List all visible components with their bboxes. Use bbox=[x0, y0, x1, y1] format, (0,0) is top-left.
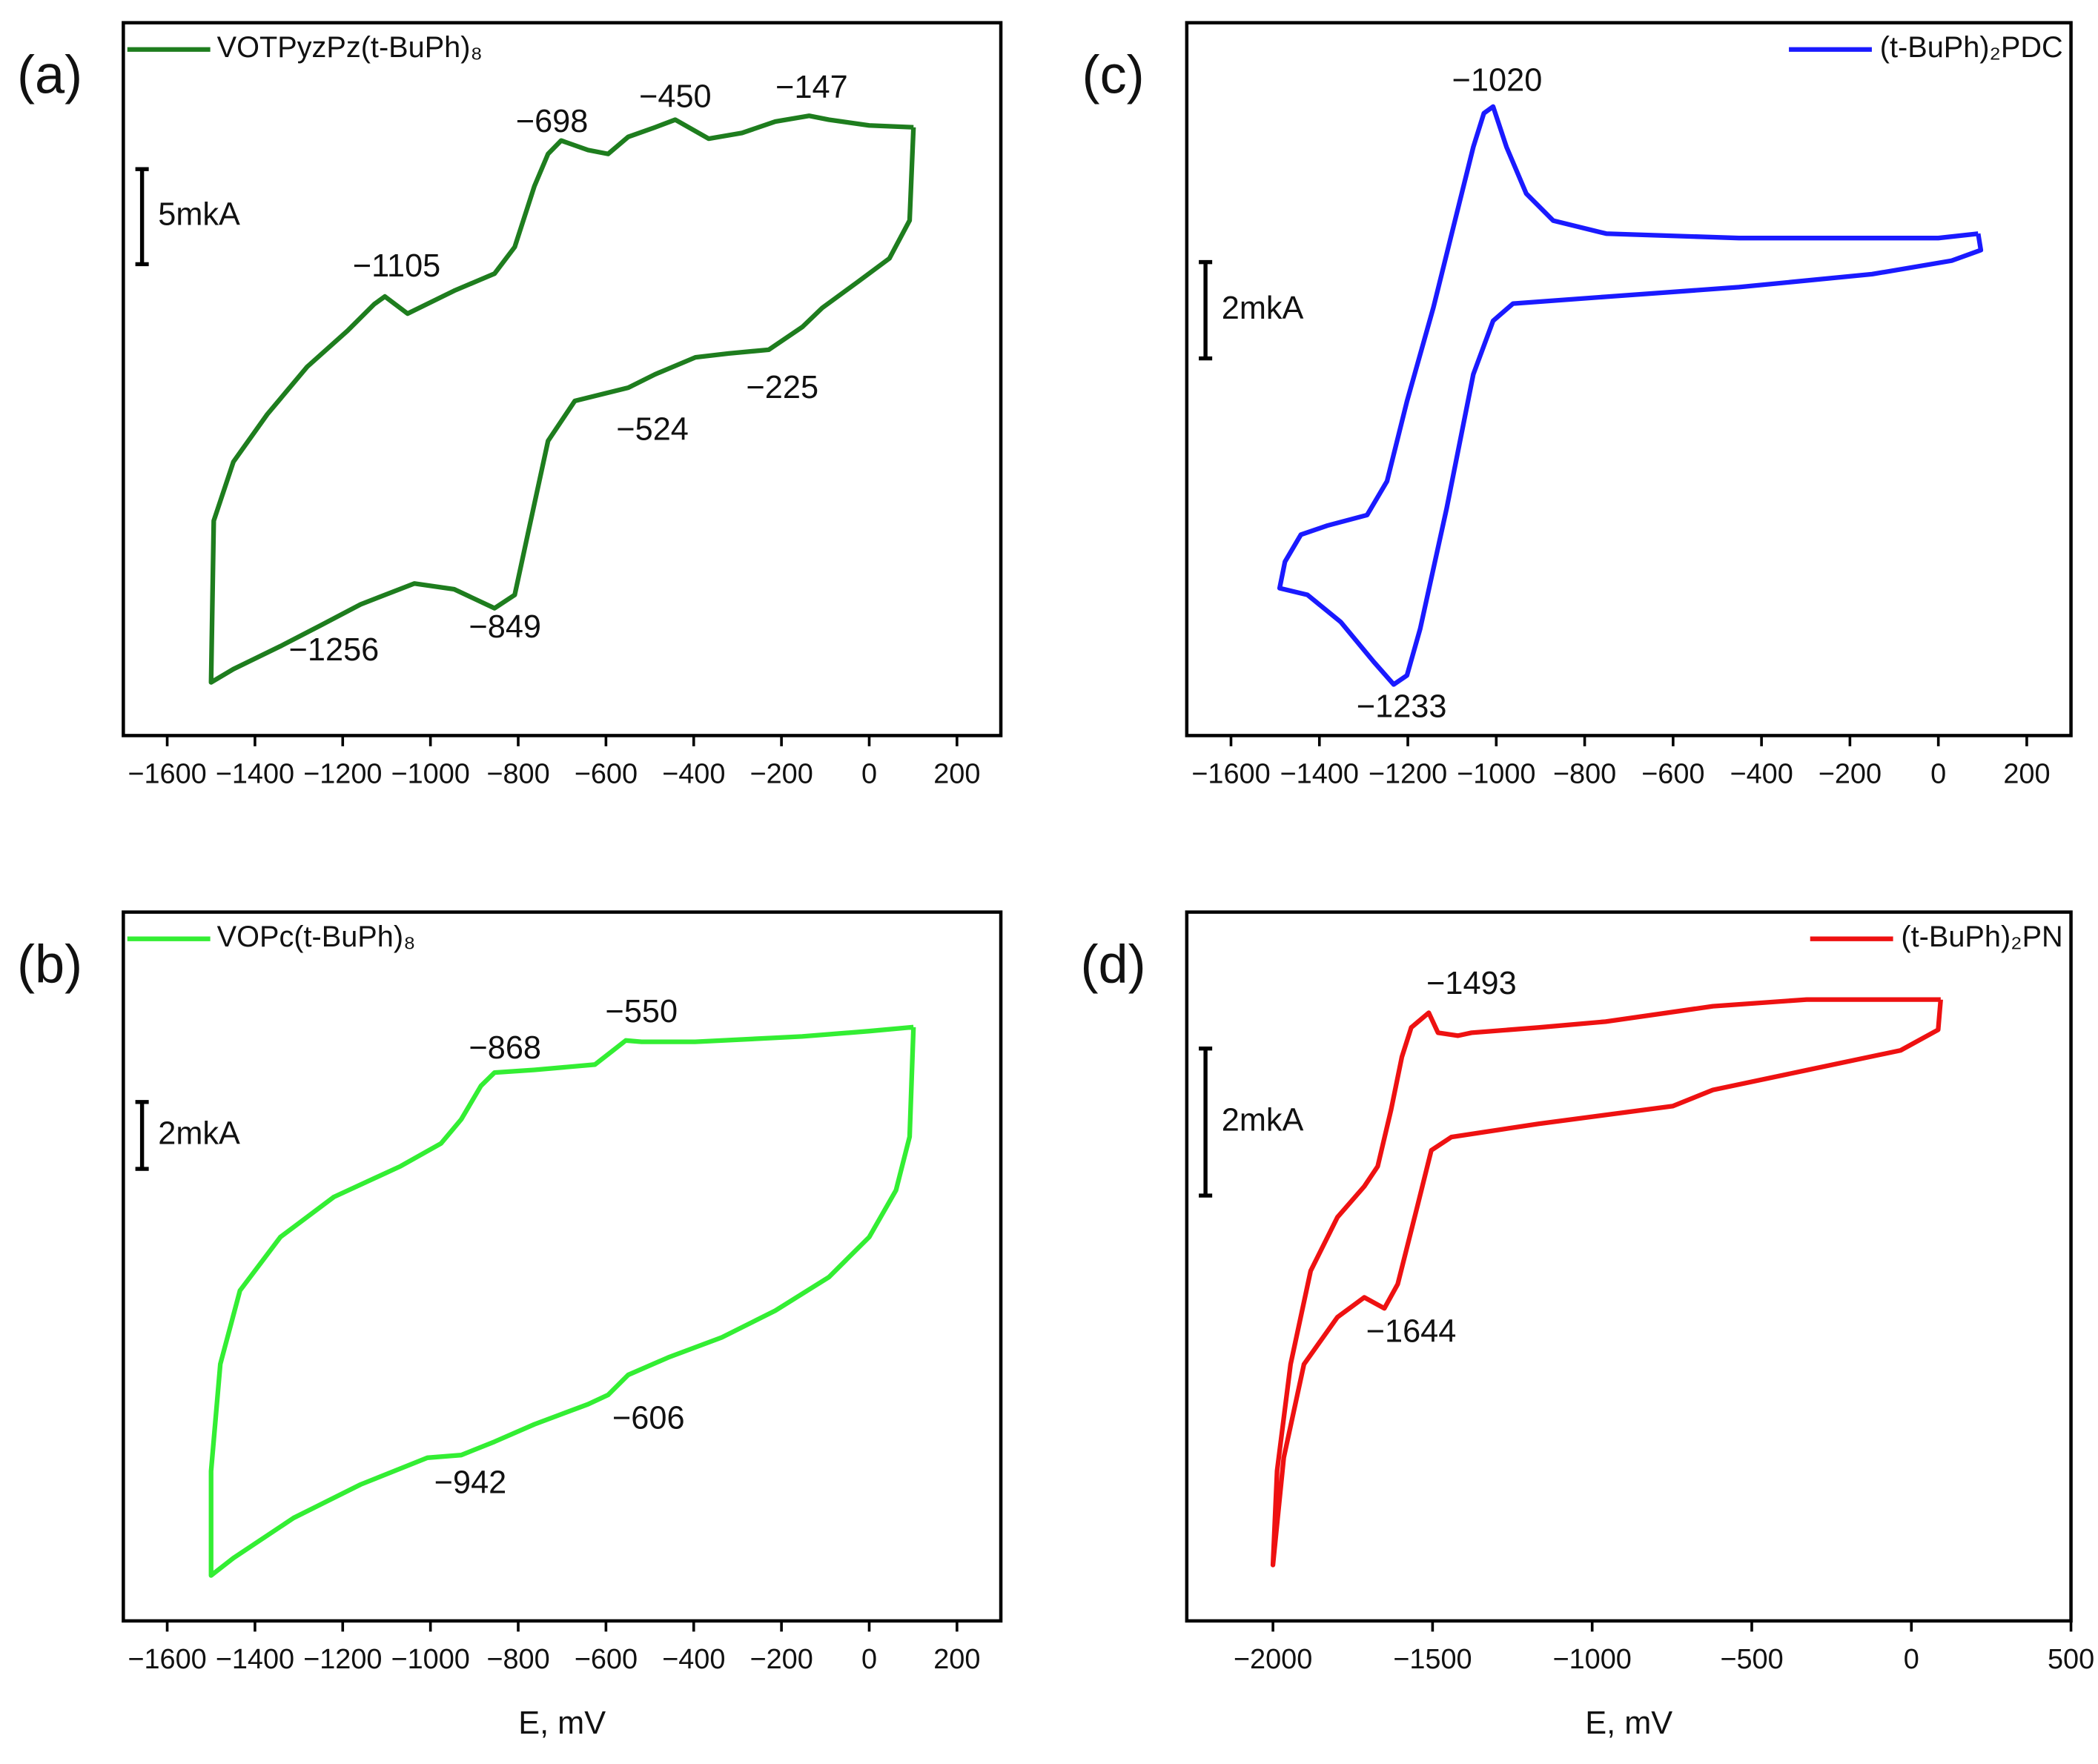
x-tick-label: −1000 bbox=[1552, 1644, 1631, 1675]
scale-bar-label: 2mkA bbox=[1222, 1102, 1304, 1138]
x-axis-label: E, mV bbox=[518, 1705, 606, 1741]
peak-annotation: −1233 bbox=[1357, 689, 1447, 724]
peak-annotation: −1493 bbox=[1426, 966, 1517, 1001]
x-tick-label: −1600 bbox=[128, 1644, 206, 1675]
peak-annotation: −450 bbox=[639, 79, 712, 115]
scale-bar-label: 2mkA bbox=[158, 1115, 240, 1151]
x-tick-label: −1400 bbox=[1280, 759, 1359, 790]
peak-annotation: −1105 bbox=[353, 248, 440, 284]
x-tick-label: −800 bbox=[486, 1644, 549, 1675]
panel-label: (c) bbox=[1082, 46, 1145, 105]
peak-annotation: −1256 bbox=[289, 632, 380, 668]
x-tick-label: −600 bbox=[1641, 759, 1704, 790]
x-tick-label: −400 bbox=[1730, 759, 1793, 790]
peak-annotation: −225 bbox=[747, 370, 819, 405]
x-tick-label: 0 bbox=[861, 759, 877, 790]
x-tick-label: −200 bbox=[1819, 759, 1882, 790]
peak-annotation: −849 bbox=[469, 609, 541, 645]
x-tick-label: −1500 bbox=[1393, 1644, 1472, 1675]
x-tick-label: −400 bbox=[662, 759, 725, 790]
legend-label: VOTPyzPz(t-BuPh)₈ bbox=[217, 31, 483, 64]
cv-curve bbox=[1270, 997, 1943, 1568]
x-tick-label: −500 bbox=[1720, 1644, 1783, 1675]
x-tick-label: −1400 bbox=[216, 1644, 294, 1675]
peak-annotation: −1020 bbox=[1452, 63, 1543, 99]
peak-annotation: −606 bbox=[612, 1401, 685, 1436]
cv-curve bbox=[208, 1024, 916, 1578]
cv-curve bbox=[208, 113, 916, 685]
cv-curve bbox=[1277, 104, 1984, 687]
x-tick-label: 0 bbox=[861, 1644, 877, 1675]
peak-annotation: −942 bbox=[434, 1465, 507, 1500]
x-tick-label: −2000 bbox=[1234, 1644, 1312, 1675]
x-tick-label: −200 bbox=[749, 1644, 813, 1675]
x-tick-label: −1000 bbox=[391, 1644, 469, 1675]
x-tick-label: −1600 bbox=[1191, 759, 1270, 790]
scale-bar-label: 5mkA bbox=[158, 197, 240, 233]
x-tick-label: −600 bbox=[575, 1644, 638, 1675]
plot-frame bbox=[122, 21, 1003, 737]
x-tick-label: 500 bbox=[2048, 1644, 2094, 1675]
plot-frame bbox=[1185, 21, 2073, 737]
plot-frame bbox=[122, 910, 1003, 1623]
x-tick-label: −1200 bbox=[1369, 759, 1447, 790]
legend-label: VOPc(t-BuPh)₈ bbox=[217, 921, 416, 953]
legend-label: (t-BuPh)₂PDC bbox=[1880, 31, 2063, 64]
peak-annotation: −524 bbox=[616, 412, 689, 448]
x-tick-label: −600 bbox=[575, 759, 638, 790]
x-tick-label: −1600 bbox=[128, 759, 206, 790]
x-tick-label: 0 bbox=[1904, 1644, 1919, 1675]
panel-label: (b) bbox=[17, 935, 82, 994]
x-tick-label: −800 bbox=[1553, 759, 1616, 790]
x-tick-label: −1000 bbox=[391, 759, 469, 790]
plot-frame bbox=[1185, 910, 2073, 1623]
legend-label: (t-BuPh)₂PN bbox=[1901, 921, 2062, 953]
peak-annotation: −868 bbox=[469, 1030, 541, 1066]
peak-annotation: −1644 bbox=[1366, 1313, 1457, 1349]
panel-label: (d) bbox=[1081, 935, 1146, 994]
x-tick-label: 200 bbox=[2003, 759, 2050, 790]
x-tick-label: −200 bbox=[749, 759, 813, 790]
scale-bar-label: 2mkA bbox=[1222, 291, 1304, 326]
x-tick-label: −800 bbox=[486, 759, 549, 790]
peak-annotation: −147 bbox=[775, 70, 848, 105]
panel-label: (a) bbox=[17, 46, 82, 105]
x-tick-label: −1400 bbox=[216, 759, 294, 790]
x-tick-label: 0 bbox=[1930, 759, 1946, 790]
x-axis-label: E, mV bbox=[1585, 1705, 1672, 1741]
x-tick-label: −1000 bbox=[1457, 759, 1535, 790]
x-tick-label: −1200 bbox=[303, 759, 382, 790]
x-tick-label: −400 bbox=[662, 1644, 725, 1675]
peak-annotation: −698 bbox=[516, 104, 589, 139]
x-tick-label: 200 bbox=[933, 759, 980, 790]
x-tick-label: 200 bbox=[933, 1644, 980, 1675]
peak-annotation: −550 bbox=[606, 994, 678, 1029]
x-tick-label: −1200 bbox=[303, 1644, 382, 1675]
